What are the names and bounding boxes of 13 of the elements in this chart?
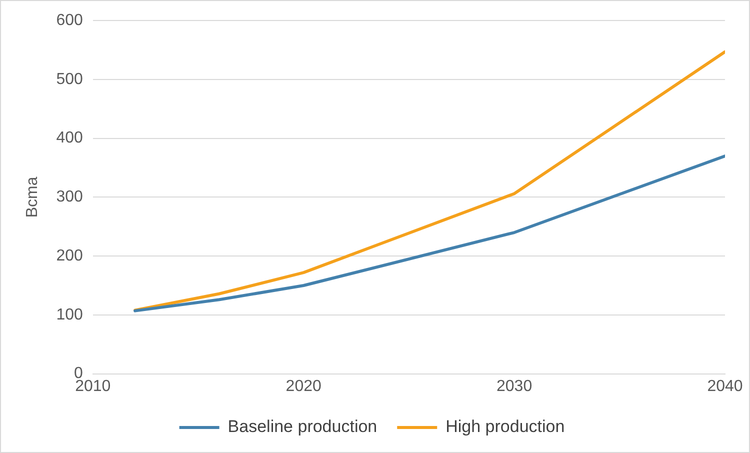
legend-label: Baseline production (228, 417, 378, 436)
y-tick-label: 100 (56, 306, 83, 324)
y-tick-label: 400 (56, 130, 83, 147)
x-tick-label: 2030 (496, 378, 532, 395)
legend-label: High production (446, 417, 565, 436)
y-tick-label: 200 (56, 247, 83, 264)
y-axis-title: Bcma (24, 176, 42, 218)
x-tick-label: 2010 (75, 378, 111, 395)
y-tick-label: 300 (56, 188, 83, 206)
y-tick-label: 500 (56, 70, 83, 88)
x-tick-label: 2020 (286, 378, 322, 395)
x-tick-label: 2040 (707, 378, 743, 395)
y-tick-label: 600 (56, 12, 83, 30)
